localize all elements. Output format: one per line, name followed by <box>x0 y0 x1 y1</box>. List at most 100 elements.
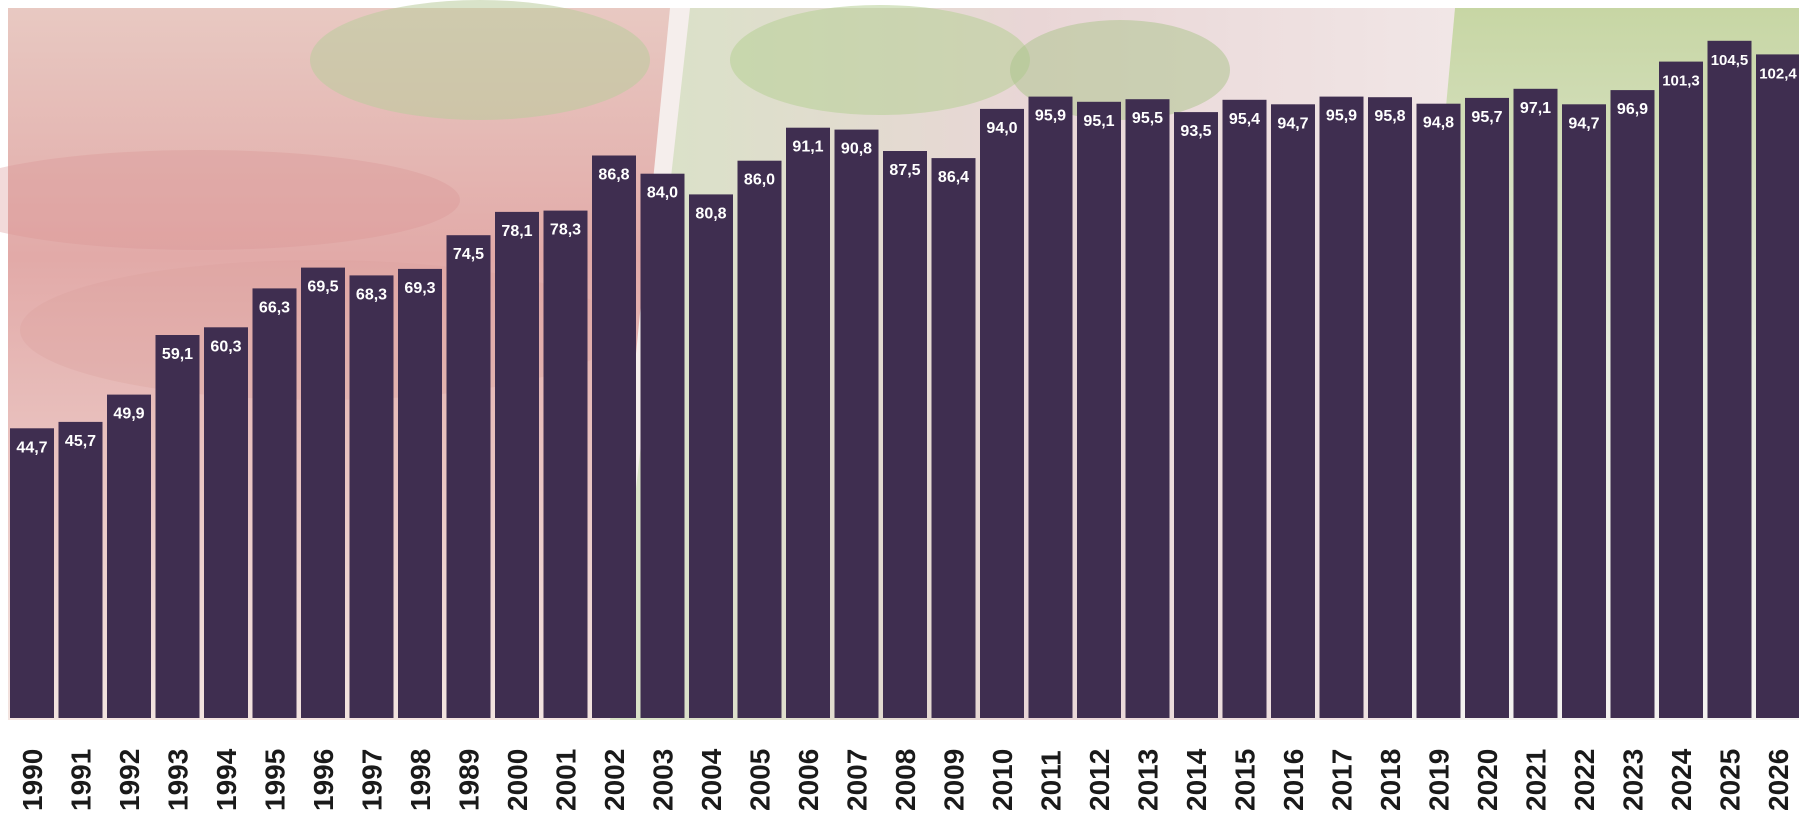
bar-2012 <box>1077 101 1121 719</box>
value-label-1998: 69,3 <box>404 280 435 297</box>
value-label-1997: 68,3 <box>356 286 387 303</box>
value-label-1991: 45,7 <box>65 433 96 450</box>
value-label-2018: 95,8 <box>1374 108 1405 125</box>
bar-2022 <box>1562 104 1606 719</box>
x-tick-label-1997: 1997 <box>357 749 388 811</box>
bar-2004 <box>689 194 733 718</box>
value-label-2013: 95,5 <box>1132 110 1163 127</box>
x-tick-label-2012: 2012 <box>1084 749 1115 811</box>
value-label-1992: 49,9 <box>113 406 144 423</box>
bar-2006 <box>786 127 830 718</box>
bar-2017 <box>1319 96 1364 719</box>
x-tick-label-2000: 2000 <box>502 749 533 811</box>
value-label-2011: 95,9 <box>1035 108 1066 125</box>
value-label-2020: 95,7 <box>1471 109 1502 126</box>
bar-1996 <box>301 267 345 718</box>
bar-2003 <box>640 173 685 718</box>
x-tick-label-2007: 2007 <box>842 749 873 811</box>
value-labels-group: 44,7 45,7 49,9 59,1 60,3 66,3 69,5 68,3 69,3 74,5… <box>16 52 1797 456</box>
bar-1994 <box>204 327 248 718</box>
value-label-2004: 80,8 <box>695 205 726 222</box>
x-tick-label-2024: 2024 <box>1666 748 1697 811</box>
x-tick-label-2010: 2010 <box>987 749 1018 811</box>
bar-2007 <box>834 129 879 719</box>
x-tick-label-1990: 1990 <box>17 749 48 811</box>
value-label-1989: 74,5 <box>453 246 484 263</box>
bar-2013 <box>1125 99 1170 718</box>
value-label-2014: 93,5 <box>1180 123 1211 140</box>
bar-2000 <box>495 211 539 718</box>
x-tick-label-2008: 2008 <box>890 749 921 811</box>
x-tick-label-2001: 2001 <box>551 749 582 811</box>
x-tick-label-2003: 2003 <box>648 749 679 811</box>
value-label-2002: 86,8 <box>598 167 629 184</box>
value-label-2001: 78,3 <box>550 222 581 239</box>
bar-2026 <box>1756 54 1799 718</box>
value-label-2024: 101,3 <box>1662 73 1700 90</box>
bar-1991 <box>58 421 103 718</box>
bar-1998 <box>398 268 442 718</box>
x-tick-label-2023: 2023 <box>1618 749 1649 811</box>
x-tick-label-2002: 2002 <box>599 749 630 811</box>
value-label-1990: 44,7 <box>16 439 47 456</box>
bar-2023 <box>1610 90 1655 719</box>
bar-2024 <box>1659 61 1703 719</box>
x-tick-label-1996: 1996 <box>308 749 339 811</box>
bar-1993 <box>155 335 200 718</box>
bars-group <box>10 40 1799 719</box>
value-label-2023: 96,9 <box>1617 101 1648 118</box>
x-tick-label-2019: 2019 <box>1424 749 1455 811</box>
x-tick-label-1991: 1991 <box>66 749 97 811</box>
value-label-2016: 94,7 <box>1277 115 1308 132</box>
x-tick-label-2020: 2020 <box>1472 749 1503 811</box>
x-tick-label-1998: 1998 <box>405 749 436 811</box>
x-tick-label-2016: 2016 <box>1278 749 1309 811</box>
x-tick-label-2011: 2011 <box>1036 750 1067 811</box>
x-axis-labels: 1990 1991 1992 1993 1994 1995 1996 1997 1998 1989… <box>17 748 1794 811</box>
x-tick-label-1994: 1994 <box>211 748 242 811</box>
x-tick-label-2009: 2009 <box>939 749 970 811</box>
x-tick-label-2015: 2015 <box>1230 749 1261 811</box>
x-tick-label-1993: 1993 <box>163 749 194 811</box>
value-label-2008: 87,5 <box>889 162 920 179</box>
bar-2020 <box>1465 97 1509 718</box>
bar-1995 <box>252 288 297 718</box>
x-tick-label-2017: 2017 <box>1327 749 1358 811</box>
value-label-1994: 60,3 <box>210 338 241 355</box>
x-tick-label-2014: 2014 <box>1181 748 1212 811</box>
value-label-2025: 104,5 <box>1711 52 1749 69</box>
value-label-2021: 97,1 <box>1520 100 1551 117</box>
bar-2018 <box>1368 97 1412 718</box>
bar-1990 <box>10 428 54 718</box>
value-label-1996: 69,5 <box>307 279 338 296</box>
bar-2021 <box>1513 88 1558 719</box>
x-tick-label-2022: 2022 <box>1569 749 1600 811</box>
value-label-2007: 90,8 <box>841 141 872 158</box>
x-tick-label-2025: 2025 <box>1715 749 1746 811</box>
bar-1997 <box>349 275 394 718</box>
x-tick-label-2013: 2013 <box>1133 749 1164 811</box>
value-label-2003: 84,0 <box>647 185 678 202</box>
bar-2016 <box>1271 104 1315 719</box>
bar-2014 <box>1174 112 1218 719</box>
bar-1992 <box>107 394 151 718</box>
x-tick-label-1992: 1992 <box>114 749 145 811</box>
bar-2008 <box>883 151 927 718</box>
x-tick-label-1989: 1989 <box>454 749 485 811</box>
bar-1989 <box>446 235 491 718</box>
value-label-2017: 95,9 <box>1326 108 1357 125</box>
x-tick-label-1995: 1995 <box>260 749 291 811</box>
value-label-2009: 86,4 <box>938 169 969 186</box>
value-label-2010: 94,0 <box>986 120 1017 137</box>
bar-2010 <box>980 108 1024 718</box>
bar-2025 <box>1707 40 1752 719</box>
value-label-2012: 95,1 <box>1083 113 1114 130</box>
value-label-2022: 94,7 <box>1568 115 1599 132</box>
x-tick-label-2004: 2004 <box>696 748 727 811</box>
x-tick-label-2021: 2021 <box>1521 749 1552 811</box>
value-label-2000: 78,1 <box>501 223 532 240</box>
x-tick-label-2005: 2005 <box>745 749 776 811</box>
x-tick-label-2026: 2026 <box>1763 749 1794 811</box>
